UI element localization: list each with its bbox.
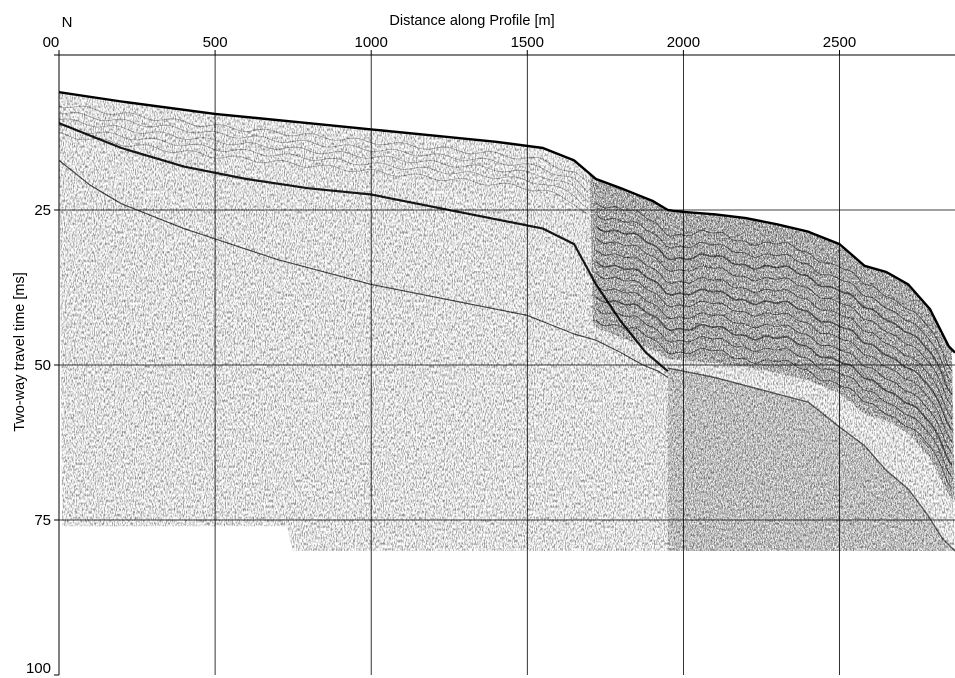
sediment-layer — [595, 284, 953, 454]
sediment-layer — [595, 308, 953, 478]
reflector-line — [59, 159, 669, 378]
sediment-layer — [595, 249, 953, 419]
x-tick-label: 2500 — [823, 34, 856, 51]
y-tick-label: 25 — [34, 202, 51, 219]
sediment-layer — [595, 202, 953, 372]
direction-label-left: N — [62, 14, 73, 31]
y-axis-ticks: 0 25 50 75 100 — [26, 34, 59, 677]
sediment-layer — [595, 260, 953, 431]
sediment-layer — [59, 124, 589, 210]
sediment-layer — [595, 225, 953, 396]
sediment-layer — [59, 105, 589, 184]
x-tick-label: 0 — [51, 34, 59, 51]
y-axis-label: Two-way travel time [ms] — [12, 272, 28, 432]
y-tick-label: 0 — [43, 34, 51, 51]
grid — [59, 55, 955, 675]
sediment-layer — [59, 112, 589, 194]
sediment-layer — [595, 272, 953, 443]
x-tick-label: 2000 — [667, 34, 700, 51]
sediment-layer — [595, 320, 953, 490]
x-tick-label: 500 — [203, 34, 228, 51]
sediment-layer — [595, 237, 953, 407]
reflector-line — [667, 367, 955, 552]
x-axis-ticks: 0 500 1000 1500 2000 2500 — [51, 34, 856, 55]
sediment-layer — [595, 296, 953, 466]
y-tick-label: 100 — [26, 660, 51, 677]
x-tick-label: 1000 — [355, 34, 388, 51]
reflector-line — [59, 122, 669, 373]
y-tick-label: 50 — [34, 357, 51, 374]
x-axis-label: Distance along Profile [m] — [389, 13, 554, 29]
y-tick-label: 75 — [34, 512, 51, 529]
sediment-layer — [59, 131, 589, 215]
sediment-layer — [59, 118, 589, 202]
stratified-layers — [59, 105, 953, 490]
x-tick-label: 1500 — [511, 34, 544, 51]
sediment-layer — [595, 214, 953, 384]
